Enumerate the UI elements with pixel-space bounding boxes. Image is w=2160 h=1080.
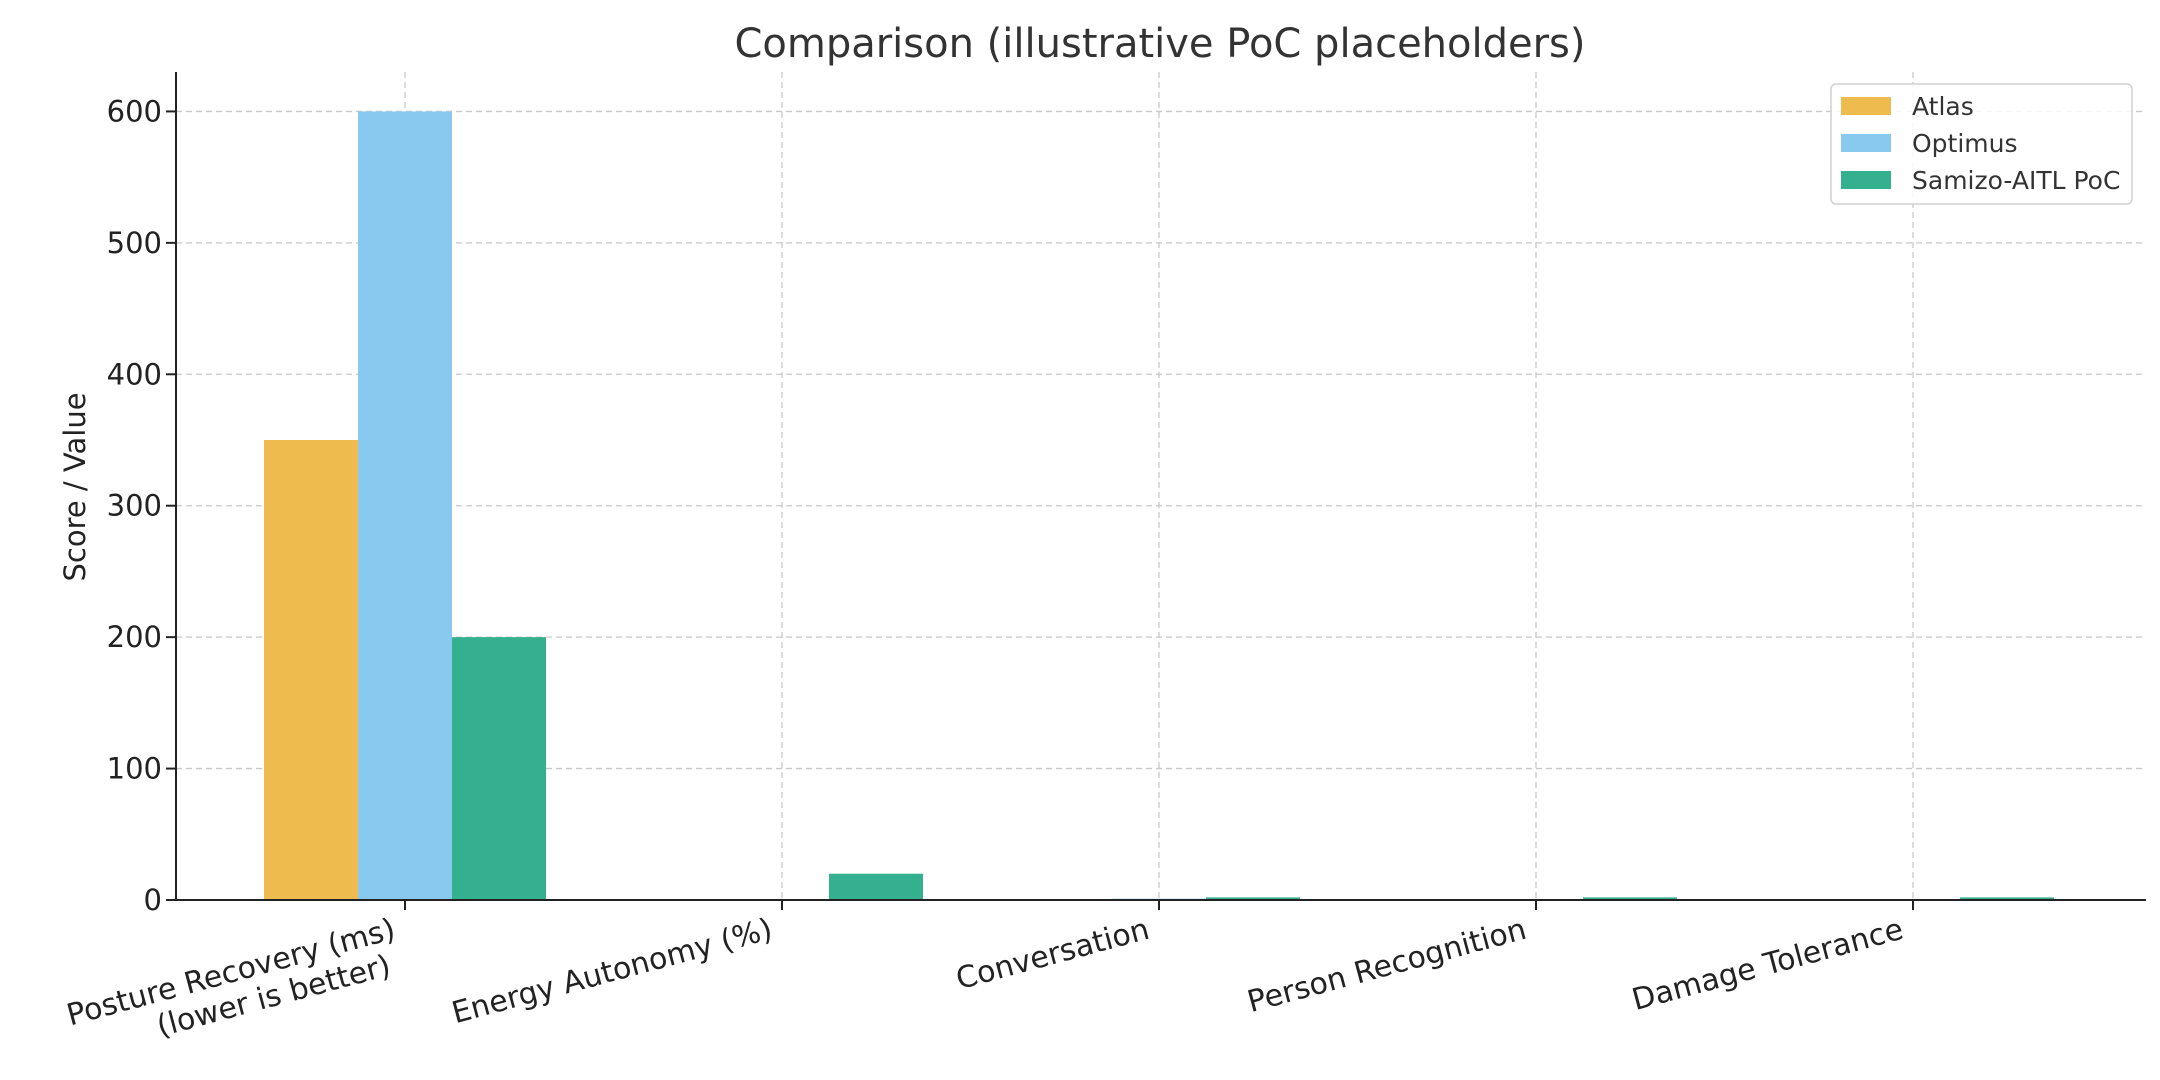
bar-samizo-aitl-poc-2 xyxy=(1206,897,1300,900)
category-label: Posture Recovery (ms)(lower is better) xyxy=(63,912,399,1044)
category-label: Damage Tolerance xyxy=(1628,912,1907,1018)
y-axis-label: Score / Value xyxy=(58,392,92,581)
bar-samizo-aitl-poc-3 xyxy=(1583,897,1677,900)
category-label-line: Damage Tolerance xyxy=(1628,912,1907,1018)
category-label: Person Recognition xyxy=(1244,912,1530,1020)
y-tick-label: 500 xyxy=(107,226,162,260)
bars xyxy=(264,111,2054,900)
bar-atlas-0 xyxy=(264,440,358,900)
category-label-line: Conversation xyxy=(952,912,1153,997)
legend-swatch xyxy=(1841,171,1891,189)
y-tick-label: 200 xyxy=(107,620,162,654)
category-label: Energy Autonomy (%) xyxy=(448,912,776,1031)
legend-entry: Optimus xyxy=(1912,129,2018,158)
legend-swatch xyxy=(1841,134,1891,152)
legend-entry: Atlas xyxy=(1912,92,1974,121)
y-tick-label: 0 xyxy=(144,883,162,917)
category-label-line: Person Recognition xyxy=(1244,912,1530,1020)
legend-box xyxy=(1830,83,2133,205)
axes xyxy=(166,72,2146,910)
bar-samizo-aitl-poc-1 xyxy=(829,873,923,900)
legend-swatch xyxy=(1841,97,1891,115)
category-label-line: Energy Autonomy (%) xyxy=(448,912,776,1031)
y-tick-label: 400 xyxy=(107,357,162,391)
category-label: Conversation xyxy=(952,912,1153,997)
y-tick-label: 100 xyxy=(107,752,162,786)
legend-entry: Samizo-AITL PoC xyxy=(1912,166,2120,195)
y-tick-label: 300 xyxy=(107,489,162,523)
y-tick-label: 600 xyxy=(107,94,162,128)
legend: Atlas Optimus Samizo-AITL PoC xyxy=(1830,83,2133,205)
bar-samizo-aitl-poc-4 xyxy=(1960,897,2054,900)
bar-optimus-0 xyxy=(358,111,452,900)
chart-title: Comparison (illustrative PoC placeholder… xyxy=(734,21,1585,67)
bar-samizo-aitl-poc-0 xyxy=(452,637,546,900)
